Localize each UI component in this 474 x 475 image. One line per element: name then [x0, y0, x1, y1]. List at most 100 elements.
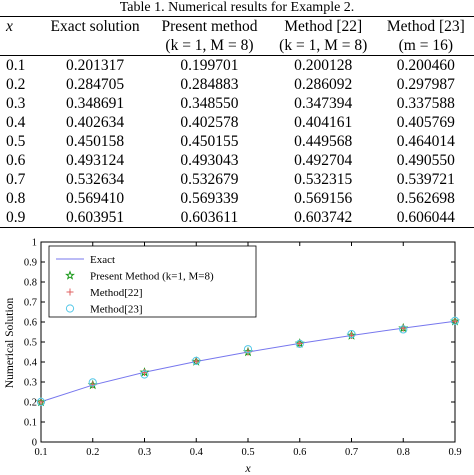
y-axis-label: Numerical Solution	[4, 298, 16, 389]
series-2-markers	[37, 317, 459, 406]
table-header-row: x Exact solution Present method Method […	[0, 16, 474, 36]
header-exact: Exact solution	[40, 16, 151, 36]
legend-swatch	[66, 288, 74, 296]
row-value-cell: 0.200460	[396, 57, 455, 74]
data-point	[296, 339, 304, 347]
row-value-cell: 0.297987	[396, 76, 455, 93]
row-value-cell: 0.606044	[377, 208, 474, 228]
data-point	[347, 329, 356, 339]
header-present: Present method	[150, 16, 269, 36]
data-point	[192, 357, 200, 365]
row-x-cell: 0.7	[6, 171, 26, 188]
data-series	[36, 316, 460, 407]
chart-legend: Exact Present Method (k=1, M=8) Method[22]…	[48, 245, 257, 318]
row-value-cell: 0.348691	[66, 95, 125, 112]
header-x: x	[0, 16, 40, 36]
row-x-cell: 0.1	[6, 57, 26, 74]
legend-swatch	[65, 304, 75, 313]
results-table: x Exact solution Present method Method […	[0, 16, 474, 228]
row-value-cell: 0.450158	[66, 133, 125, 150]
row-value-cell: 0.405769	[396, 114, 455, 131]
row-value-cell: 0.493124	[66, 152, 125, 169]
legend-label: Method[22]	[90, 287, 143, 299]
header-method23: Method [23]	[377, 16, 474, 36]
row-value-cell: 0.464014	[396, 133, 455, 150]
data-point	[451, 317, 459, 325]
table-subheader-row: (k = 1, M = 8) (k = 1, M = 8) (m = 16)	[0, 36, 474, 56]
row-value-cell: 0.337588	[396, 95, 455, 112]
table-row: 0.2 0.284705 0.284883 0.286092 0.297987	[0, 75, 474, 94]
row-value-cell: 0.569156	[294, 190, 353, 207]
legend-box	[48, 245, 257, 318]
y-tick-label: 0.3	[24, 378, 37, 389]
row-value-cell: 0.402634	[66, 114, 125, 131]
y-tick-label: 0.2	[24, 398, 37, 409]
data-point	[140, 370, 149, 379]
table-caption: Table 1. Numerical results for Example 2…	[119, 0, 355, 15]
y-tick-label: 0	[32, 438, 37, 449]
y-tick-label: 0.1	[24, 418, 37, 429]
table-row: 0.1 0.201317 0.199701 0.200128 0.200460	[0, 56, 474, 76]
row-x-cell: 0.3	[6, 95, 26, 112]
y-tick-label: 0.8	[24, 278, 37, 289]
table-row: 0.9 0.603951 0.603611 0.603742 0.606044	[0, 208, 474, 228]
series-3-markers	[36, 316, 460, 407]
x-tick-label: 0.4	[190, 447, 204, 458]
y-tick-label: 1	[32, 238, 37, 249]
row-x-cell: 0.5	[6, 133, 26, 150]
table-row: 0.8 0.569410 0.569339 0.569156 0.562698	[0, 189, 474, 208]
row-value-cell: 0.603951	[40, 208, 151, 228]
row-value-cell: 0.450155	[180, 133, 239, 150]
x-tick-label: 0.3	[138, 447, 151, 458]
x-tick-label: 0.6	[293, 447, 306, 458]
row-value-cell: 0.200128	[294, 57, 353, 74]
solution-chart: 0.1 0.2 0.3 0.4 0.5 0.6 0.7 0.8 0.900.10.20.30.4…	[4, 238, 462, 475]
legend-label: Method[23]	[90, 304, 143, 316]
row-value-cell: 0.532315	[294, 171, 353, 188]
y-tick-label: 0.5	[24, 338, 37, 349]
axis-ticks: 0.1 0.2 0.3 0.4 0.5 0.6 0.7 0.8 0.900.10.20.30.4…	[24, 238, 462, 459]
y-tick-label: 0.6	[24, 318, 37, 329]
data-point	[399, 325, 408, 334]
subheader-method22: (k = 1, M = 8)	[268, 36, 378, 56]
row-value-cell: 0.532634	[66, 171, 125, 188]
table-row: 0.4 0.402634 0.402578 0.404161 0.405769	[0, 113, 474, 132]
legend-swatch	[65, 270, 75, 280]
legend-label: Present Method (k=1, M=8)	[90, 271, 214, 283]
legend-label: Exact	[90, 254, 115, 266]
row-value-cell: 0.284705	[66, 76, 125, 93]
row-value-cell: 0.603742	[268, 208, 378, 228]
y-tick-label: 0.7	[24, 298, 37, 309]
subheader-x	[0, 36, 40, 56]
row-value-cell: 0.603611	[150, 208, 269, 228]
table-row: 0.6 0.493124 0.493043 0.492704 0.490550	[0, 151, 474, 170]
data-point	[450, 316, 460, 325]
row-x-cell: 0.2	[6, 76, 26, 93]
row-value-cell: 0.569410	[66, 190, 125, 207]
data-point	[141, 369, 148, 377]
row-value-cell: 0.449568	[294, 133, 353, 150]
row-value-cell: 0.199701	[180, 57, 239, 74]
row-value-cell: 0.562698	[396, 190, 455, 207]
data-point	[243, 345, 253, 354]
row-value-cell: 0.490550	[396, 152, 455, 169]
data-point	[37, 398, 45, 406]
x-tick-label: 0.8	[397, 447, 410, 458]
data-point	[192, 356, 201, 365]
row-value-cell: 0.286092	[294, 76, 353, 93]
row-value-cell: 0.284883	[180, 76, 239, 93]
y-tick-label: 0.4	[24, 358, 38, 369]
table-row: 0.3 0.348691 0.348550 0.347394 0.337588	[0, 94, 474, 113]
row-value-cell: 0.348550	[180, 95, 239, 112]
x-tick-label: 0.9	[448, 447, 461, 458]
data-point	[88, 378, 97, 387]
row-value-cell: 0.347394	[294, 95, 353, 112]
row-value-cell: 0.402578	[180, 114, 239, 131]
row-x-cell: 0.4	[6, 114, 26, 131]
x-tick-label: 0.1	[34, 447, 47, 458]
data-point	[295, 339, 304, 348]
row-x-cell: 0.6	[6, 152, 26, 169]
data-point	[36, 397, 46, 407]
header-method22: Method [22]	[268, 16, 378, 36]
x-tick-label: 0.7	[345, 447, 358, 458]
